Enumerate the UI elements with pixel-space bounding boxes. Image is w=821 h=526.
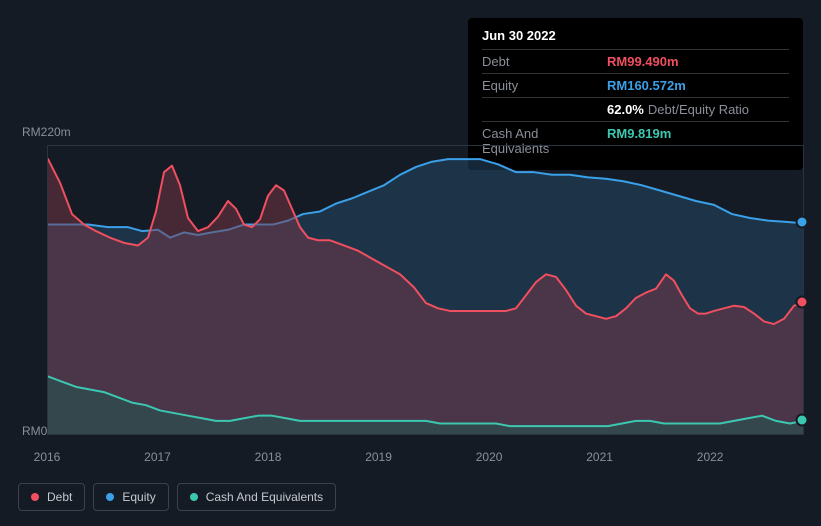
x-axis-label: 2016 (34, 450, 61, 464)
x-axis-label: 2018 (255, 450, 282, 464)
legend-dot-icon (190, 493, 198, 501)
legend-dot-icon (106, 493, 114, 501)
x-axis-label: 2017 (144, 450, 171, 464)
tooltip-date: Jun 30 2022 (482, 28, 789, 49)
tooltip-row-sublabel: Debt/Equity Ratio (648, 102, 749, 117)
legend-item[interactable]: Equity (93, 483, 168, 511)
x-axis: 2016201720182019202020212022 (47, 450, 804, 468)
tooltip-row-label (482, 102, 607, 117)
chart-plot-area[interactable] (47, 145, 804, 435)
equity-endpoint-marker (796, 216, 809, 229)
cash-endpoint-marker (796, 413, 809, 426)
y-axis-min-label: RM0 (22, 424, 47, 438)
legend-label: Debt (47, 490, 72, 504)
tooltip-row: EquityRM160.572m (482, 73, 789, 97)
tooltip-row-value: RM99.490m (607, 54, 679, 69)
debt-equity-chart-panel: Jun 30 2022 DebtRM99.490mEquityRM160.572… (0, 0, 821, 526)
tooltip-row-label: Debt (482, 54, 607, 69)
x-axis-label: 2019 (365, 450, 392, 464)
x-axis-label: 2021 (586, 450, 613, 464)
debt-endpoint-marker (796, 296, 809, 309)
tooltip-row: 62.0% Debt/Equity Ratio (482, 97, 789, 121)
legend: Debt Equity Cash And Equivalents (18, 483, 336, 511)
tooltip-row-value: RM160.572m (607, 78, 686, 93)
legend-label: Equity (122, 490, 155, 504)
x-axis-label: 2020 (476, 450, 503, 464)
tooltip-row-value: 62.0% (607, 102, 644, 117)
y-axis-max-label: RM220m (22, 125, 71, 139)
legend-item[interactable]: Debt (18, 483, 85, 511)
legend-item[interactable]: Cash And Equivalents (177, 483, 336, 511)
legend-label: Cash And Equivalents (206, 490, 323, 504)
tooltip-row-label: Equity (482, 78, 607, 93)
legend-dot-icon (31, 493, 39, 501)
tooltip-row: DebtRM99.490m (482, 49, 789, 73)
x-axis-label: 2022 (697, 450, 724, 464)
